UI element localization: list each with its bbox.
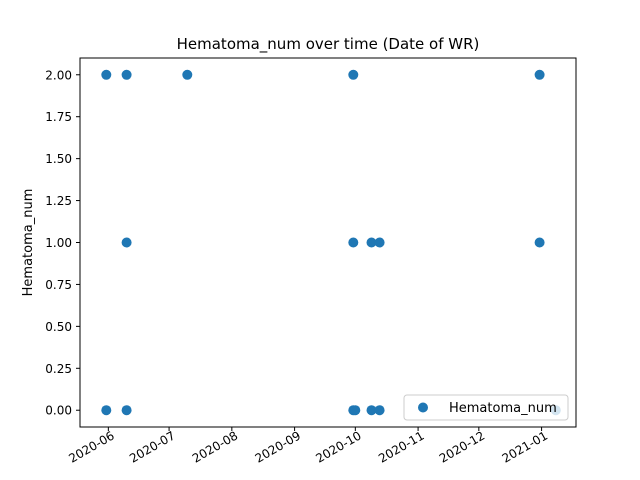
data-point <box>374 237 385 248</box>
data-point <box>366 237 377 248</box>
data-point <box>366 405 377 416</box>
y-tick-label: 2.00 <box>45 68 72 82</box>
y-tick-label: 1.25 <box>45 194 72 208</box>
chart-title: Hematoma_num over time (Date of WR) <box>177 35 480 54</box>
y-tick-label: 1.00 <box>45 236 72 250</box>
legend-label: Hematoma_num <box>449 401 557 416</box>
data-point <box>348 69 359 80</box>
y-axis-label: Hematoma_num <box>21 189 36 297</box>
x-tick-label: 2020-08 <box>190 428 240 465</box>
data-point <box>348 237 359 248</box>
data-point <box>121 237 132 248</box>
plot-area <box>79 57 577 428</box>
data-point <box>350 405 361 416</box>
x-tick-label: 2020-11 <box>376 428 426 465</box>
data-point <box>121 405 132 416</box>
x-tick-label: 2020-06 <box>66 428 116 465</box>
x-tick-label: 2021-01 <box>500 428 550 465</box>
x-tick-label: 2020-07 <box>127 428 177 465</box>
legend-box <box>403 394 569 421</box>
x-tick-label: 2020-10 <box>313 428 363 465</box>
data-point <box>101 69 112 80</box>
data-point <box>182 69 193 80</box>
data-points <box>101 69 561 416</box>
x-tick-label: 2020-09 <box>253 428 303 465</box>
x-tick-label: 2020-12 <box>437 428 487 465</box>
y-tick-label: 0.00 <box>45 404 72 418</box>
data-point <box>534 69 545 80</box>
legend-marker <box>418 402 428 413</box>
legend: Hematoma_num <box>403 394 569 421</box>
y-tick-label: 1.75 <box>45 110 72 124</box>
y-tick-label: 0.50 <box>45 320 72 334</box>
x-axis: 2020-06 2020-07 2020-08 2020-09 2020-10 2020-… <box>66 427 550 466</box>
y-axis: 0.00 0.25 0.50 0.75 1.00 1.25 1.50 1.75 2.00 <box>45 68 80 418</box>
data-point <box>121 69 132 80</box>
data-point <box>101 405 112 416</box>
y-tick-label: 0.75 <box>45 278 72 292</box>
y-tick-label: 0.25 <box>45 362 72 376</box>
y-tick-label: 1.50 <box>45 152 72 166</box>
data-point <box>534 237 545 248</box>
data-point <box>374 405 385 416</box>
